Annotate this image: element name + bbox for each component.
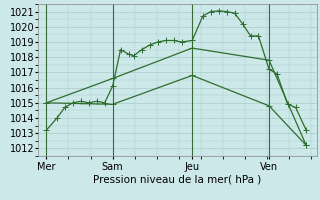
X-axis label: Pression niveau de la mer( hPa ): Pression niveau de la mer( hPa ) [93, 174, 262, 184]
